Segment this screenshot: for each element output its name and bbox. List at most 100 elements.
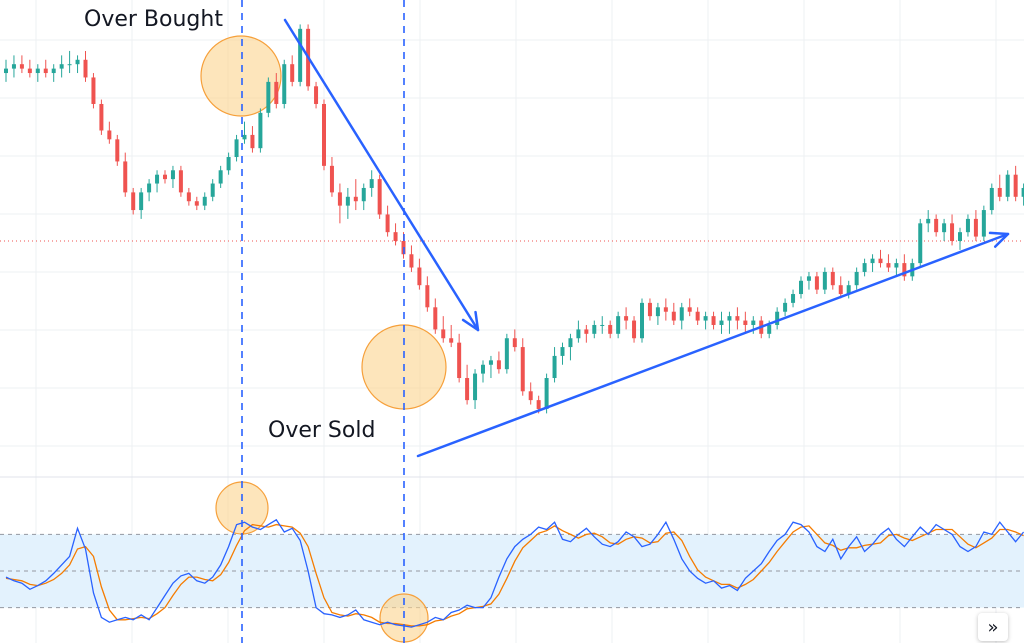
candle [552, 347, 557, 383]
candle-body [131, 192, 136, 211]
candle [83, 50, 88, 82]
candle [274, 73, 279, 109]
candle-body [767, 324, 772, 334]
candle-body [973, 218, 978, 237]
candle-body [496, 360, 501, 370]
candle [369, 170, 374, 197]
candle [576, 320, 581, 343]
candle-body [926, 218, 931, 224]
candle [91, 73, 96, 109]
candle-body [83, 59, 88, 78]
candle [4, 59, 8, 82]
candle-body [163, 174, 167, 180]
double-chevron-right-icon[interactable]: » [978, 613, 1008, 641]
candle-body [838, 285, 843, 295]
candle [242, 121, 247, 144]
candle-body [647, 302, 652, 317]
candle [266, 77, 271, 118]
candle [155, 170, 160, 193]
candle [973, 210, 978, 241]
candle-body [727, 316, 732, 321]
candle [958, 227, 962, 250]
candle-body [51, 68, 56, 74]
candle-body [640, 302, 644, 339]
candle-body [226, 157, 231, 171]
candle [942, 218, 947, 241]
candle [528, 382, 533, 405]
stochastic-k-line [5, 518, 1024, 628]
candle-body [369, 179, 374, 188]
candle [329, 157, 334, 197]
candle [43, 59, 48, 78]
candle-body [258, 112, 263, 149]
candle-body [616, 316, 621, 334]
candle [481, 360, 485, 383]
candle-body [35, 68, 40, 74]
candle [703, 311, 708, 330]
candle-body [687, 307, 692, 312]
candle [226, 152, 231, 175]
uptrend-arrow [416, 231, 1010, 458]
candle [75, 55, 80, 74]
candle [989, 183, 994, 215]
candle-body [19, 64, 24, 69]
candle-body [703, 316, 708, 321]
candle [425, 276, 430, 312]
candle [51, 64, 56, 82]
candle-body [711, 316, 716, 325]
candle-body [282, 64, 287, 104]
candle [282, 59, 287, 109]
candle-body [322, 103, 326, 166]
overbought-price-circle [200, 35, 282, 117]
candle [830, 267, 835, 290]
candle-body [950, 223, 955, 241]
candle-body [981, 210, 986, 237]
candle-body [27, 68, 32, 74]
candle-body [512, 338, 517, 348]
candle [345, 187, 350, 219]
candle [377, 174, 382, 219]
candle-body [783, 302, 788, 312]
candle-body [894, 263, 899, 268]
candle-body [934, 218, 939, 233]
candle [838, 276, 843, 299]
candle-body [155, 174, 160, 184]
candle-body [178, 170, 183, 193]
candle-body [123, 161, 128, 193]
candle [385, 205, 390, 237]
candle [679, 302, 684, 330]
candle [131, 187, 136, 215]
candle-body [504, 338, 509, 370]
candle [687, 298, 692, 317]
candle-body [147, 183, 152, 193]
candle-body [274, 81, 279, 104]
candle-body [862, 263, 867, 272]
candle-body [1013, 174, 1018, 197]
candle-body [997, 187, 1002, 197]
candle [520, 338, 525, 396]
candle [695, 307, 700, 325]
candle [799, 276, 803, 299]
candle-body [830, 271, 835, 286]
candle [11, 55, 16, 78]
candle-body [695, 311, 700, 321]
candle [735, 307, 740, 330]
candle-body [337, 192, 342, 206]
candle-body [298, 28, 303, 82]
candle [806, 271, 811, 290]
candle-body [465, 378, 470, 401]
candle [568, 333, 573, 361]
candle [210, 179, 215, 202]
oversold-label: Over Sold [268, 418, 375, 443]
candle [894, 258, 899, 277]
candle [170, 165, 175, 188]
candle-body [441, 329, 446, 339]
candle-body [965, 218, 970, 233]
candle-body [632, 320, 637, 339]
candle [886, 254, 891, 272]
candle-body [473, 373, 478, 401]
candle-body [91, 77, 96, 104]
candle [854, 267, 859, 290]
candle [147, 179, 152, 202]
